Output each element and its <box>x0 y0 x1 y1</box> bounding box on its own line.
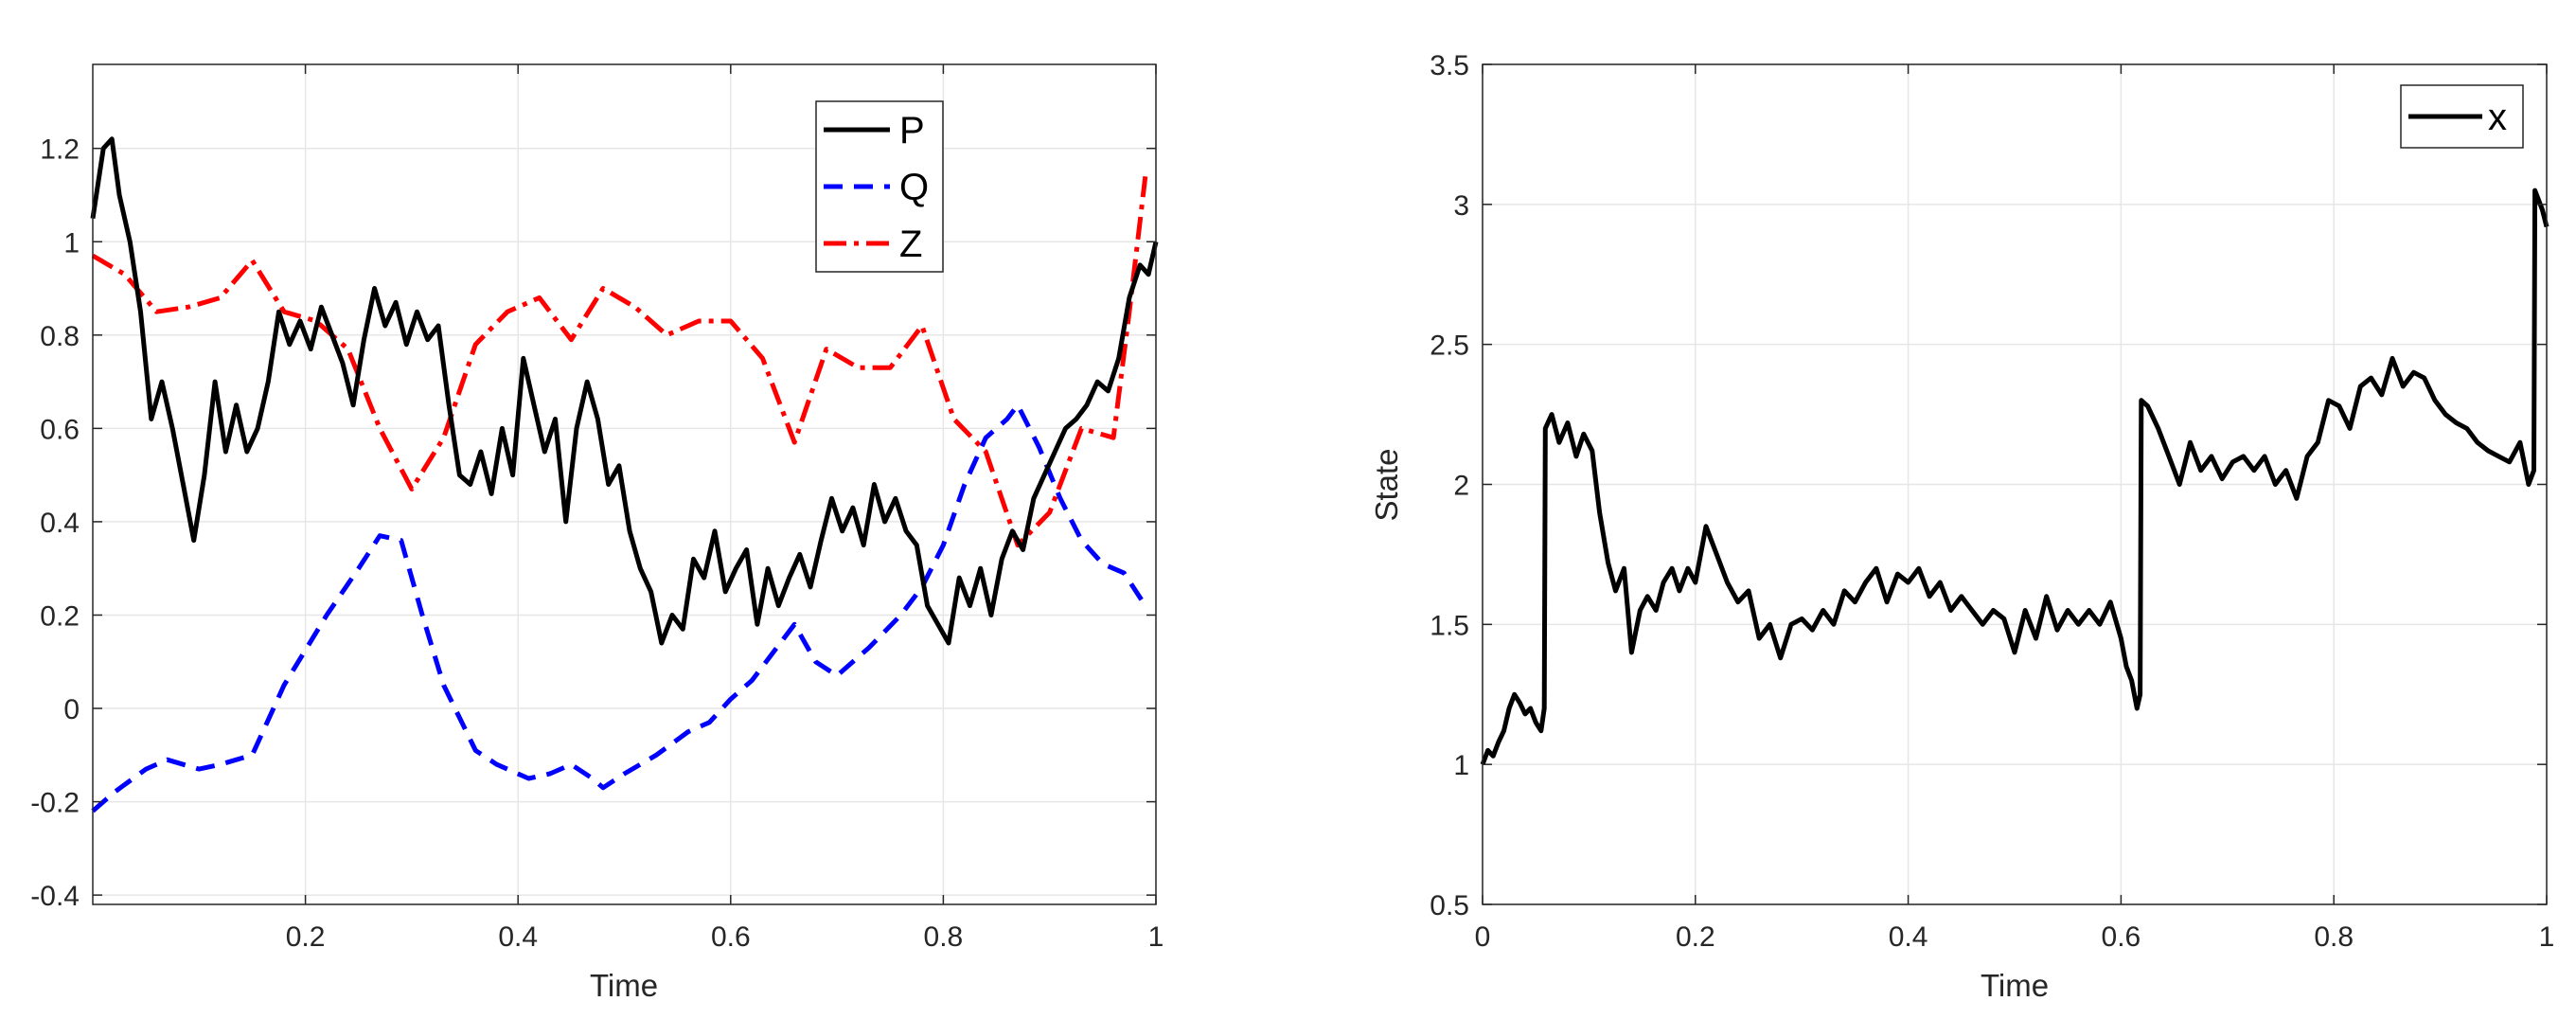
left-axes-box <box>92 63 1157 905</box>
legend-label-q: Q <box>899 167 929 208</box>
right-legend: x <box>2400 84 2524 149</box>
legend-label-z: Z <box>899 223 922 265</box>
right-x-tick-label: 0.6 <box>2102 921 2141 953</box>
left-y-tick-label: -0.2 <box>30 788 80 819</box>
left-x-axis-title: Time <box>590 968 658 1003</box>
left-y-tick-label: 0.4 <box>40 508 80 539</box>
legend-label-x: x <box>2488 97 2507 138</box>
right-y-tick-label: 1.5 <box>1430 610 1469 641</box>
right-x-tick-label: 0 <box>1475 921 1491 953</box>
right-y-tick-label: 3 <box>1453 190 1469 222</box>
left-y-tick-label: 0.2 <box>40 600 80 632</box>
left-y-tick-label: 0.8 <box>40 321 80 352</box>
left-series-p-line <box>90 136 1159 646</box>
left-y-tick-label: 1 <box>63 227 80 259</box>
right-y-tick-label: 1 <box>1453 750 1469 781</box>
left-y-tick-label: 0 <box>63 694 80 725</box>
chart-right: 0 0.2 0.4 0.6 0.8 1 0.5 1 1.5 2 2.5 3 3.5 Time State… <box>1369 50 2554 1003</box>
left-x-tick-label: 1 <box>1148 921 1164 953</box>
left-x-tick-label: 0.6 <box>711 921 751 953</box>
right-y-tick-label: 2.5 <box>1430 331 1469 362</box>
left-x-tick-label: 0.2 <box>286 921 326 953</box>
left-ticks: 0.2 0.4 0.6 0.8 1 -0.4 -0.2 0 0.2 0.4 0.6 0.8 1 1.2 <box>30 64 1164 953</box>
left-series-q-line <box>91 402 1147 813</box>
right-series-x-line <box>1480 188 2549 766</box>
left-series-group <box>90 136 1159 813</box>
right-series-group <box>1480 188 2549 766</box>
right-y-axis-title: State <box>1369 448 1404 521</box>
chart-left: 0.2 0.4 0.6 0.8 1 -0.4 -0.2 0 0.2 0.4 0.6 0.8 1 1.2 T… <box>30 63 1164 1003</box>
right-y-tick-label: 2 <box>1453 471 1469 502</box>
left-legend: P Q Z <box>815 100 944 273</box>
right-x-axis-title: Time <box>1981 968 2049 1003</box>
right-ticks: 0 0.2 0.4 0.6 0.8 1 0.5 1 1.5 2 2.5 3 3.5 <box>1430 50 2554 953</box>
right-x-tick-label: 0.2 <box>1676 921 1715 953</box>
right-x-tick-label: 1 <box>2539 921 2555 953</box>
left-y-tick-label: -0.4 <box>30 881 80 912</box>
left-x-tick-label: 0.8 <box>924 921 964 953</box>
right-y-tick-label: 0.5 <box>1430 890 1469 921</box>
left-y-tick-label: 1.2 <box>40 134 80 166</box>
left-x-tick-label: 0.4 <box>498 921 538 953</box>
legend-label-p: P <box>899 110 925 152</box>
right-x-tick-label: 0.8 <box>2314 921 2354 953</box>
left-y-tick-label: 0.6 <box>40 414 80 445</box>
left-series-z-line <box>91 176 1148 548</box>
right-y-tick-label: 3.5 <box>1430 50 1469 81</box>
right-x-tick-label: 0.4 <box>1889 921 1928 953</box>
